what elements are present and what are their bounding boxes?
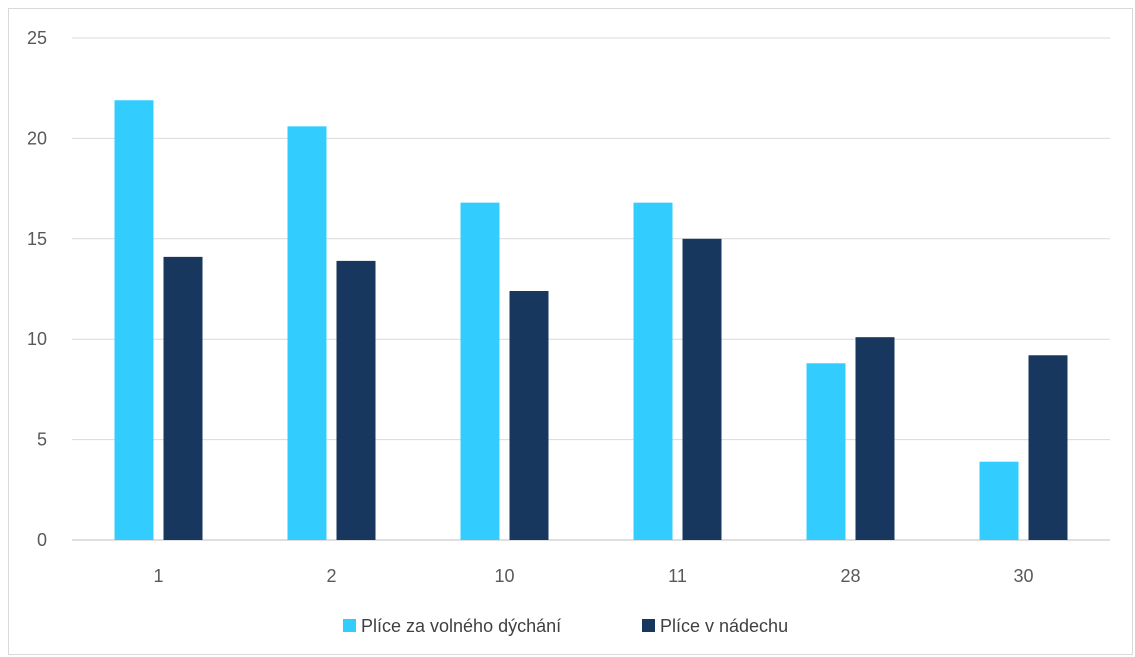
legend-label-plice-za-volneho-dychani: Plíce za volného dýchání (361, 616, 561, 636)
x-tick-label: 10 (494, 566, 514, 586)
x-axis-tick-labels: 1 2 10 11 28 30 (153, 566, 1033, 586)
bar-plice-v-nadechu (855, 337, 895, 540)
legend-label-plice-v-nadechu: Plíce v nádechu (660, 616, 788, 636)
x-tick-label: 30 (1013, 566, 1033, 586)
bar-plice-za-volneho-dychani (460, 202, 500, 540)
legend-swatch-plice-v-nadechu (642, 619, 655, 632)
legend: Plíce za volného dýchání Plíce v nádechu (343, 616, 788, 636)
x-tick-label: 11 (668, 566, 687, 586)
legend-swatch-plice-za-volneho-dychani (343, 619, 356, 632)
y-tick-label: 20 (27, 128, 47, 148)
x-tick-label: 2 (326, 566, 336, 586)
gridlines (72, 37, 1110, 541)
y-tick-label: 25 (27, 28, 47, 48)
bar-plice-za-volneho-dychani (979, 461, 1019, 540)
x-tick-label: 28 (840, 566, 860, 586)
bar-plice-v-nadechu (682, 238, 722, 541)
bars (114, 100, 1068, 541)
bar-plice-za-volneho-dychani (806, 363, 846, 540)
y-tick-label: 10 (27, 329, 47, 349)
bar-plice-v-nadechu (163, 256, 203, 540)
y-tick-label: 0 (37, 530, 47, 550)
y-tick-label: 5 (37, 430, 47, 450)
bar-plice-za-volneho-dychani (287, 126, 327, 541)
y-tick-label: 15 (27, 229, 47, 249)
bar-plice-v-nadechu (509, 291, 549, 540)
bar-plice-za-volneho-dychani (633, 202, 673, 540)
x-tick-label: 1 (153, 566, 163, 586)
y-axis-tick-labels: 0 5 10 15 20 25 (27, 28, 47, 550)
bar-plice-v-nadechu (336, 260, 376, 540)
bar-plice-v-nadechu (1028, 355, 1068, 540)
bar-plice-za-volneho-dychani (114, 100, 154, 541)
